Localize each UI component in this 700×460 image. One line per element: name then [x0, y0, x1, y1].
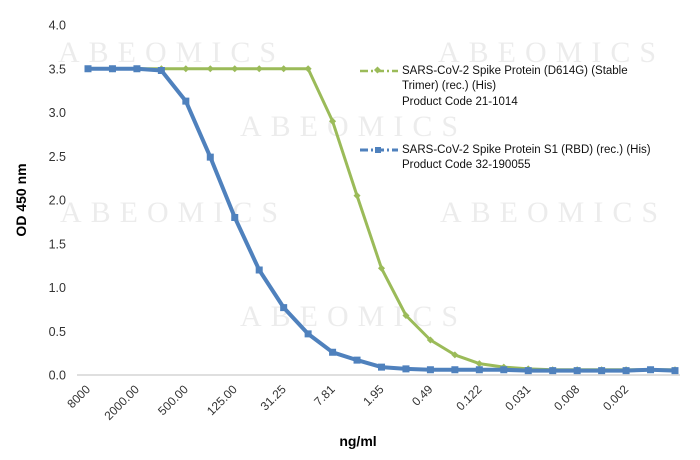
y-tick-label: 1.0 [49, 281, 66, 295]
x-tick-label: 125.00 [204, 382, 240, 418]
data-point [500, 366, 508, 374]
data-point [231, 65, 239, 73]
legend-product-code-trimer: Product Code 21-1014 [402, 96, 518, 108]
series-rbd [84, 65, 679, 375]
watermark: ABEOMICS [438, 36, 666, 69]
x-tick-label: 2000.00 [101, 382, 142, 423]
series-lines [84, 65, 679, 375]
watermark: ABEOMICS [240, 110, 468, 143]
y-tick-label: 1.5 [49, 237, 66, 251]
data-point [451, 366, 459, 374]
series-trimer [84, 65, 679, 374]
legend-label-trimer-line2: Trimer) (rec.) (His) [402, 80, 497, 92]
series-line [88, 66, 676, 373]
y-tick-label: 0.0 [49, 369, 66, 383]
x-tick-label: 500.00 [155, 382, 191, 418]
y-tick-label: 3.0 [49, 106, 66, 120]
data-point [549, 367, 557, 375]
y-tick-label: 0.5 [49, 325, 66, 339]
data-point [206, 153, 214, 161]
watermark: ABEOMICS [240, 300, 468, 333]
x-tick-label: 8000 [64, 382, 93, 411]
y-tick-label: 4.0 [49, 19, 66, 33]
data-point [426, 366, 434, 374]
x-axis-ticks: 8000 2000.00 500.00 125.00 31.25 7.81 1.95 0.49… [64, 382, 631, 423]
legend-product-code-rbd: Product Code 32-190055 [402, 159, 531, 171]
legend-swatch-trimer [360, 66, 398, 74]
series-line [88, 67, 675, 372]
x-axis-label: ng/ml [339, 433, 376, 449]
x-tick-label: 7.81 [311, 382, 338, 409]
watermark: ABEOMICS [60, 196, 288, 229]
x-tick-label: 0.122 [453, 382, 484, 413]
data-point [255, 266, 263, 274]
data-point [451, 351, 459, 359]
data-point [84, 65, 92, 73]
data-point [573, 367, 581, 375]
data-point [206, 65, 214, 73]
legend-label-rbd: SARS-CoV-2 Spike Protein S1 (RBD) (rec.)… [402, 144, 651, 156]
data-point [329, 117, 337, 125]
data-point [426, 336, 434, 344]
data-point [402, 311, 410, 320]
y-tick-label: 2.5 [49, 150, 66, 164]
watermark: ABEOMICS [58, 36, 286, 69]
data-point [475, 366, 483, 374]
data-point [304, 330, 312, 338]
data-point [475, 360, 483, 368]
x-tick-label: 0.008 [551, 382, 582, 413]
data-point [280, 304, 288, 312]
data-point [157, 67, 165, 74]
x-tick-label: 0.002 [600, 382, 631, 413]
data-point [255, 65, 263, 73]
data-point [182, 65, 190, 73]
data-point [671, 367, 679, 375]
data-point [329, 348, 337, 356]
data-point [524, 367, 532, 375]
y-tick-label: 3.5 [49, 62, 66, 76]
data-point [377, 264, 386, 272]
data-point [108, 65, 116, 73]
legend-swatch-rbd [360, 147, 398, 153]
data-point [353, 356, 361, 364]
data-point [353, 192, 361, 200]
data-point [402, 365, 410, 373]
data-point [378, 363, 385, 371]
data-point [133, 65, 141, 73]
watermark: ABEOMICS [440, 196, 668, 229]
y-axis-ticks: 0.0 0.5 1.0 1.5 2.0 2.5 3.0 3.5 4.0 [49, 19, 66, 383]
data-point [622, 367, 630, 375]
x-tick-label: 1.95 [360, 382, 387, 409]
data-point [647, 366, 655, 374]
data-point [598, 367, 606, 375]
data-point [280, 65, 288, 73]
x-tick-label: 0.49 [409, 382, 436, 409]
x-tick-label: 31.25 [258, 382, 289, 413]
y-axis-label: OD 450 nm [13, 163, 29, 236]
data-point [231, 214, 239, 221]
y-tick-label: 2.0 [49, 194, 66, 208]
legend-label-trimer-line1: SARS-CoV-2 Spike Protein (D614G) (Stable [402, 65, 628, 77]
data-point [182, 97, 190, 105]
x-tick-label: 0.031 [502, 382, 533, 413]
data-point [304, 65, 312, 73]
